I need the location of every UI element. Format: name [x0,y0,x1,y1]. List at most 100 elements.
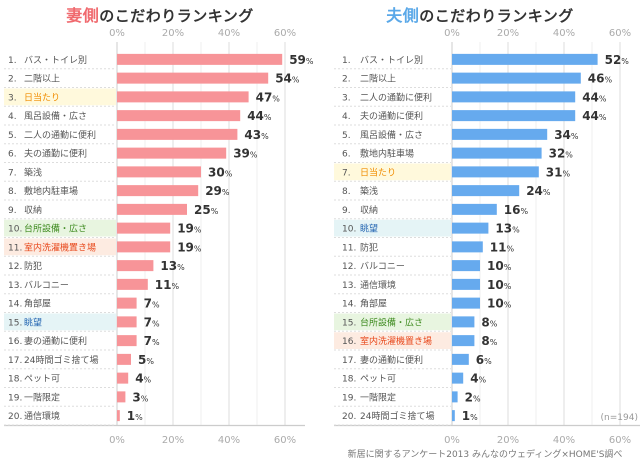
bar [117,147,227,159]
rank-number: 20. [8,412,22,422]
value-label: 43% [244,128,269,142]
x-tick-label-bottom: 60% [274,435,296,446]
category-label: 夫の通勤に便利 [360,110,423,122]
highlight-row-bg [334,219,451,237]
value-label: 16% [504,203,529,217]
bar [452,166,539,178]
percent-sign: % [225,169,233,178]
category-label: 台所設備・広さ [360,316,423,328]
bar [117,316,137,328]
category-label: 築浅 [24,166,42,178]
value-label: 11% [155,278,180,292]
wife-title-rest: のこだわりランキング [99,7,254,25]
value-label: 34% [554,128,579,142]
husband-bar-chart: 0% 0% 20% 20% 40% 40% 60% 60% 1. バス・トイレ別 52% 2. 二階以上… [334,28,640,446]
x-tick-label-top: 20% [162,28,184,39]
category-label: 角部屋 [24,298,51,310]
category-label: 二人の通勤に便利 [360,91,432,103]
category-label: 角部屋 [360,298,387,310]
highlight-row-bg [334,313,451,331]
rank-number: 4. [342,112,351,122]
value-label: 13% [160,259,185,273]
category-label: 一階限定 [24,391,60,403]
rank-number: 14. [342,300,356,310]
rank-number: 9. [8,206,17,216]
category-label: 風呂設備・広さ [24,110,87,122]
value-label: 39% [233,147,258,161]
category-label: ペット可 [24,374,60,385]
bar [452,147,542,159]
x-tick-label-top: 40% [553,28,575,39]
category-label: 防犯 [24,260,42,272]
category-label: 妻の通勤に便利 [24,335,87,347]
x-tick-label-bottom: 40% [553,435,575,446]
bar [117,222,171,234]
x-tick-label-top: 20% [497,28,519,39]
value-label: 10% [487,259,512,273]
x-tick-label-bottom: 20% [497,435,519,446]
rank-number: 11. [342,243,356,253]
percent-sign: % [146,357,154,366]
bar [117,166,201,178]
category-label: 二階以上 [24,74,60,85]
percent-sign: % [152,301,160,310]
value-label: 52% [605,53,630,67]
value-label: 25% [194,203,219,217]
rank-number: 10. [8,225,22,235]
rank-number: 7. [342,168,351,178]
rank-number: 6. [342,150,351,160]
bar [117,72,269,84]
value-label: 5% [138,353,154,367]
rank-number: 18. [342,375,356,385]
category-label: 防犯 [360,241,378,253]
rank-number: 5. [8,131,17,141]
percent-sign: % [152,338,160,347]
value-label: 30% [208,165,233,179]
value-label: 32% [549,147,574,161]
percent-sign: % [504,282,512,291]
percent-sign: % [512,226,520,235]
sample-size-note: (n=194) [601,413,638,423]
rank-number: 10. [342,225,356,235]
percent-sign: % [141,394,149,403]
value-label: 1% [462,409,478,423]
bar [452,410,455,422]
bar [117,353,131,365]
category-label: 敷地内駐車場 [24,185,78,197]
highlight-row-bg [4,238,116,256]
wife-bar-chart: 0% 0% 20% 20% 40% 40% 60% 60% 1. バス・トイレ別 59% 2. 二階以上… [4,28,314,446]
bar [117,372,129,384]
highlight-row-bg [4,313,116,331]
category-label: 24時間ゴミ捨て場 [24,354,98,366]
rank-number: 20. [342,412,356,422]
percent-sign: % [144,376,152,385]
category-label: 台所設備・広さ [24,223,87,235]
bar [452,72,581,84]
value-label: 4% [470,372,486,386]
category-label: 築浅 [360,185,378,197]
bar [452,353,469,365]
rank-number: 8. [342,187,351,197]
bar [117,91,249,103]
category-label: 通信環境 [24,410,60,422]
value-label: 47% [256,90,281,104]
value-label: 44% [582,109,607,123]
percent-sign: % [172,282,180,291]
bar [452,391,458,403]
rank-number: 17. [342,356,356,366]
category-label: 一階限定 [360,391,396,403]
rank-number: 19. [8,393,22,403]
percent-sign: % [292,76,300,85]
value-label: 13% [495,222,520,236]
category-label: 24時間ゴミ捨て場 [360,410,434,422]
category-label: 二人の通勤に便利 [24,129,96,141]
value-label: 6% [476,353,492,367]
rank-number: 18. [8,375,22,385]
category-label: 妻の通勤に便利 [360,354,423,366]
percent-sign: % [135,413,143,422]
bar [452,128,548,140]
bar [117,335,137,347]
bar [117,260,154,272]
x-tick-label-bottom: 40% [218,435,240,446]
category-label: 風呂設備・広さ [360,129,423,141]
